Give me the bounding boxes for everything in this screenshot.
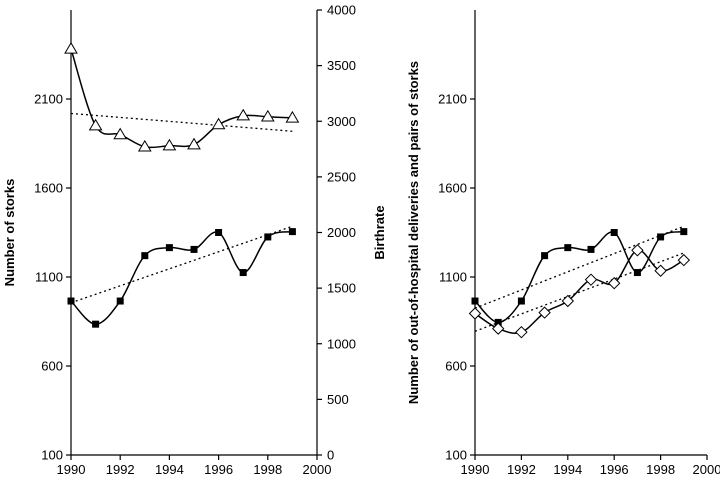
- right-series0-point: [633, 269, 641, 277]
- right-series0-trend-line: [474, 225, 685, 309]
- left-series1-point: [113, 127, 128, 140]
- left-y2-tick-label: 0: [327, 448, 334, 463]
- left-series1-point: [260, 109, 275, 122]
- right-series0-point: [657, 233, 665, 241]
- left-series0-trend-line: [70, 225, 293, 304]
- left-x-tick-label: 1990: [57, 462, 86, 477]
- right-series1-point: [631, 244, 644, 257]
- right-x-tick-label: 1996: [600, 462, 629, 477]
- right-chart-panel: 100 600 1100 1600 2100 1990 1992 1994 1996 1998 20…: [406, 10, 720, 477]
- right-series0-point: [564, 244, 572, 252]
- left-series1-point: [162, 138, 177, 151]
- right-x-tick-label: 1990: [461, 462, 490, 477]
- right-series1-trend-line: [474, 252, 685, 332]
- right-series0-point: [541, 252, 549, 260]
- right-series1-point: [468, 307, 482, 320]
- left-y2-axis-label: Birthrate: [372, 205, 387, 259]
- right-x-tick-label: 1994: [553, 462, 582, 477]
- left-y2-tick-label: 2500: [327, 169, 356, 184]
- left-series1-point: [285, 110, 300, 123]
- right-x-tick-label: 2000: [693, 462, 720, 477]
- left-series1-line: [70, 48, 293, 149]
- right-series0-point: [587, 245, 595, 253]
- right-y-tick-label: 100: [445, 448, 467, 463]
- right-series1-point: [491, 322, 505, 335]
- right-series1-line: [474, 249, 685, 334]
- right-series1-point: [654, 264, 667, 277]
- left-y-tick-label: 100: [41, 448, 63, 463]
- left-series1-point: [64, 41, 78, 54]
- left-x-tick-label: 1998: [253, 462, 282, 477]
- left-series1-point: [88, 118, 103, 131]
- left-series0-point: [67, 297, 75, 305]
- left-y2-tick-label: 4000: [327, 3, 356, 18]
- left-y2-tick-label: 3500: [327, 58, 356, 73]
- right-y-tick-label: 1100: [439, 270, 467, 285]
- right-series0-point: [494, 318, 502, 326]
- right-series1-point: [561, 294, 575, 308]
- left-x-tick-label: 1994: [155, 462, 184, 477]
- left-y-tick-label: 1100: [35, 270, 63, 285]
- right-y-tick-label: 2100: [438, 92, 467, 107]
- left-series0-point: [264, 233, 272, 241]
- left-series0-line: [70, 230, 293, 325]
- left-series1-point: [236, 108, 251, 121]
- right-series0-line: [474, 230, 684, 324]
- right-y-axis-label: Number of out-of-hospital deliveries and…: [406, 61, 421, 404]
- left-y-tick-label: 600: [41, 359, 63, 374]
- right-series1-point: [538, 306, 551, 319]
- right-series1-point: [515, 325, 528, 339]
- left-y2-tick-label: 2000: [327, 225, 356, 240]
- left-series1-point: [211, 117, 226, 130]
- left-y-tick-label: 2100: [34, 92, 63, 107]
- right-series1-point: [677, 253, 691, 267]
- left-chart-panel: 100 600 1100 1600 2100 1990 1992 1994 1996 1998 20…: [2, 3, 387, 478]
- left-x-tick-label: 1992: [106, 462, 135, 477]
- left-x-tick-label: 1996: [204, 462, 233, 477]
- right-series0-point: [610, 229, 618, 236]
- right-series1-point: [607, 277, 621, 290]
- left-series0-point: [141, 252, 149, 260]
- left-y2-tick-label: 3000: [327, 114, 356, 129]
- left-y2-tick-label: 500: [327, 392, 349, 407]
- left-series1-trend-line: [70, 112, 293, 132]
- left-series0-point: [288, 228, 296, 236]
- right-x-tick-label: 1992: [507, 462, 536, 477]
- left-series0-point: [190, 245, 198, 253]
- left-series0-point: [92, 320, 100, 328]
- left-y-axis-label: Number of storks: [2, 179, 17, 287]
- left-series0-point: [165, 244, 173, 252]
- left-y2-tick-label: 1500: [327, 281, 356, 296]
- left-series0-point: [116, 297, 124, 305]
- right-series1-point: [584, 273, 598, 286]
- left-series1-point: [187, 137, 201, 150]
- right-series0-point: [471, 297, 479, 305]
- right-series0-point: [517, 297, 525, 305]
- right-y-tick-label: 1600: [438, 181, 467, 196]
- left-series0-point: [239, 269, 247, 277]
- right-y-tick-label: 600: [445, 359, 467, 374]
- left-y-tick-label: 1600: [34, 181, 63, 196]
- left-series0-point: [215, 229, 223, 236]
- left-y2-tick-label: 1000: [327, 336, 356, 351]
- right-series0-point: [680, 228, 688, 236]
- left-x-tick-label: 2000: [303, 462, 332, 477]
- right-x-tick-label: 1998: [646, 462, 675, 477]
- left-series1-point: [137, 139, 152, 152]
